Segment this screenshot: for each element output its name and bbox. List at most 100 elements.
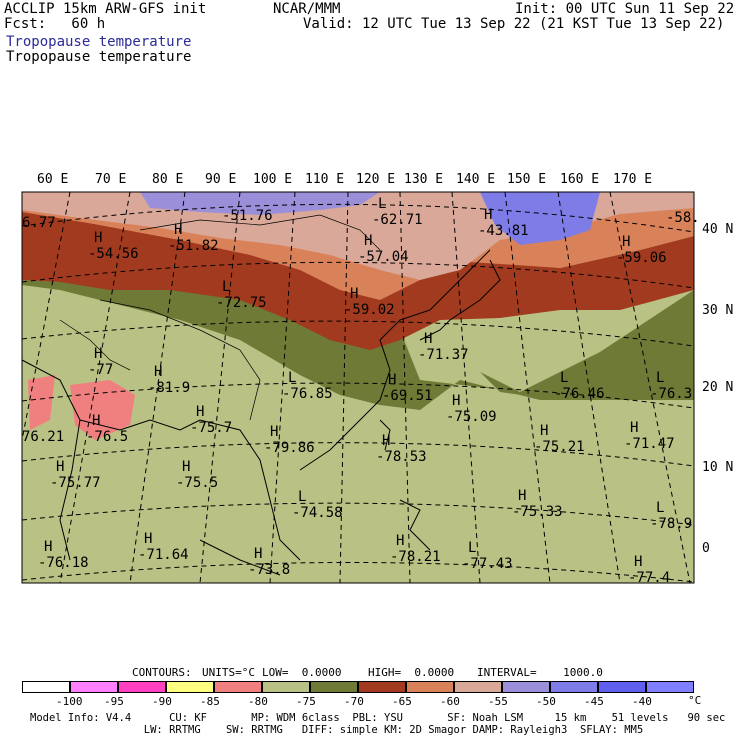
colorbar-label: -80 — [248, 695, 268, 708]
extremum-label: H-78.21 — [390, 533, 441, 565]
field-label-contour: Tropopause temperature — [6, 49, 192, 65]
colorbar-label: -95 — [104, 695, 124, 708]
extremum-label: -58. — [666, 210, 700, 226]
extremum-mark: H — [182, 459, 190, 475]
extremum-value: -62.71 — [372, 212, 423, 228]
extremum-mark: H — [622, 234, 630, 250]
longitude-label: 80 E — [152, 172, 184, 187]
longitude-label: 170 E — [613, 172, 653, 187]
extremum-value: -77 — [88, 362, 113, 378]
colorbar-swatch — [22, 681, 70, 693]
colorbar-swatch — [70, 681, 118, 693]
extremum-label: L-76.3 — [650, 370, 692, 402]
extremum-label: H-75.33 — [512, 488, 563, 520]
extremum-label: H-78.53 — [376, 433, 427, 465]
model-title: ACCLIP 15km ARW-GFS init — [4, 1, 207, 17]
latitude-label: 30 N — [702, 303, 734, 318]
extremum-label: L-77.43 — [462, 540, 513, 572]
extremum-value: -75.21 — [534, 439, 585, 455]
colorbar-swatch — [454, 681, 502, 693]
colorbar-label: -40 — [632, 695, 652, 708]
extremum-mark: H — [452, 393, 460, 409]
extremum-mark: H — [254, 546, 262, 562]
map-frame — [21, 191, 695, 584]
colorbar-label: -75 — [296, 695, 316, 708]
extremum-value: -54.56 — [88, 246, 139, 262]
extremum-value: -59.06 — [616, 250, 667, 266]
extremum-label: L-62.71 — [372, 196, 423, 228]
contours-label: CONTOURS: — [132, 666, 192, 679]
extremum-mark: L — [298, 489, 306, 505]
latitude-label: 0 — [702, 541, 710, 556]
extremum-label: H-71.64 — [138, 531, 189, 563]
latitude-label: 10 N — [702, 460, 734, 475]
longitude-label: 110 E — [305, 172, 345, 187]
extremum-mark: H — [350, 286, 358, 302]
extremum-label: H-75.21 — [534, 423, 585, 455]
extremum-mark: L — [222, 279, 230, 295]
extremum-mark: H — [518, 488, 526, 504]
extremum-value: -74.58 — [292, 505, 343, 521]
colorbar-label: -65 — [392, 695, 412, 708]
extremum-mark: H — [630, 420, 638, 436]
extremum-label: H-75.7 — [190, 404, 232, 436]
extremum-label: L-72.75 — [216, 279, 267, 311]
extremum-value: -69.51 — [382, 388, 433, 404]
extremum-label: L-76.46 — [554, 370, 605, 402]
extremum-mark: H — [424, 331, 432, 347]
interval-label: INTERVAL= 1000.0 — [477, 666, 603, 679]
high-label: HIGH= 0.0000 — [368, 666, 455, 679]
field-salmon-2 — [28, 375, 55, 430]
extremum-label: H-43.81 — [478, 207, 529, 239]
extremum-mark: H — [154, 364, 162, 380]
colorbar-label: -45 — [584, 695, 604, 708]
extremum-mark: H — [196, 404, 204, 420]
extremum-value: -76.3 — [650, 386, 692, 402]
extremum-label: H-57.04 — [358, 233, 409, 265]
extremum-label: H-54.56 — [88, 230, 139, 262]
longitude-label: 150 E — [507, 172, 547, 187]
extremum-label: H-75.09 — [446, 393, 497, 425]
extremum-label: H-79.86 — [264, 424, 315, 456]
units-label: UNITS=°C — [202, 666, 255, 679]
extremum-value: -77.4 — [628, 570, 670, 586]
extremum-label: H-75.5 — [176, 459, 218, 491]
extremum-value: -72.75 — [216, 295, 267, 311]
extremum-label: L-78.9 — [650, 500, 692, 532]
colorbar-swatch — [406, 681, 454, 693]
colorbar-label: -90 — [152, 695, 172, 708]
extremum-label: H-71.37 — [418, 331, 469, 363]
longitude-label: 160 E — [560, 172, 600, 187]
colorbar-swatch — [502, 681, 550, 693]
extremum-mark: H — [92, 413, 100, 429]
extremum-label: L-76.85 — [282, 370, 333, 402]
extremum-value: -81.9 — [148, 380, 190, 396]
init-time: Init: 00 UTC Sun 11 Sep 22 — [515, 1, 735, 17]
extremum-label: -51.76 — [222, 208, 273, 224]
extremum-label: H-77 — [88, 346, 113, 378]
extremum-mark: L — [288, 370, 296, 386]
extremum-label: H-81.9 — [148, 364, 190, 396]
extremum-value: -75.5 — [176, 475, 218, 491]
extremum-value: -43.81 — [478, 223, 529, 239]
field-label-shaded: Tropopause temperature — [6, 34, 192, 50]
extremum-label: H-73.8 — [248, 546, 290, 578]
organization-label: NCAR/MMM — [273, 1, 341, 17]
graticule — [22, 192, 694, 583]
extremum-label: H-76.5 — [86, 413, 128, 445]
extremum-mark: H — [364, 233, 372, 249]
longitude-label: 70 E — [95, 172, 127, 187]
longitude-label: 90 E — [205, 172, 237, 187]
field-salmon-1 — [70, 380, 135, 440]
colorbar-label: -85 — [200, 695, 220, 708]
colorbar-swatch — [310, 681, 358, 693]
model-info-line1: Model Info: V4.4 CU: KF MP: WDM 6class P… — [30, 712, 726, 724]
extremum-value: -71.37 — [418, 347, 469, 363]
extremum-mark: L — [560, 370, 568, 386]
extremum-value: 76.21 — [22, 429, 64, 445]
extremum-value: -79.86 — [264, 440, 315, 456]
colorbar-swatch — [166, 681, 214, 693]
extremum-value: -78.53 — [376, 449, 427, 465]
colorbar-swatch — [214, 681, 262, 693]
extremum-mark: H — [388, 372, 396, 388]
